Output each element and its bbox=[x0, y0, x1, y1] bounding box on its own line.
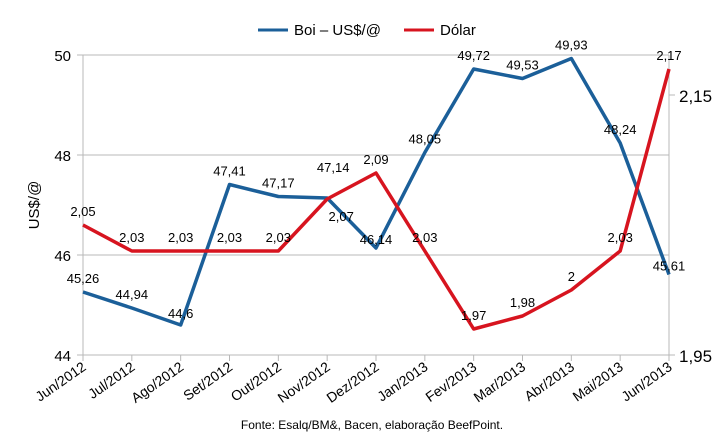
legend-label-dolar: Dólar bbox=[440, 22, 476, 39]
data-label: 44,94 bbox=[116, 287, 149, 302]
data-label: 46,14 bbox=[360, 232, 393, 247]
data-label: 2,03 bbox=[217, 230, 242, 245]
x-tick-label: Out/2012 bbox=[228, 358, 285, 404]
data-label: 48,24 bbox=[604, 122, 637, 137]
y2-tick-label: 2,15 bbox=[679, 87, 712, 106]
data-label: 48,05 bbox=[409, 132, 442, 147]
data-label: 1,97 bbox=[461, 308, 486, 323]
x-tick-label: Set/2012 bbox=[180, 358, 235, 403]
y-axis-label: US$/@ bbox=[26, 181, 43, 230]
legend-label-boi: Boi – US$/@ bbox=[294, 22, 381, 39]
x-tick-label: Jan/2013 bbox=[374, 358, 431, 404]
axes: 444648501,952,15Jun/2012Jul/2012Ago/2012… bbox=[32, 48, 712, 406]
data-label: 47,41 bbox=[213, 164, 246, 179]
data-label: 2,03 bbox=[412, 230, 437, 245]
series-lines bbox=[82, 56, 671, 331]
x-tick-label: Mar/2013 bbox=[471, 358, 529, 405]
data-label: 2,03 bbox=[119, 230, 144, 245]
data-label: 2,07 bbox=[329, 209, 354, 224]
data-label: 49,72 bbox=[457, 48, 490, 63]
data-label: 44,6 bbox=[168, 306, 193, 321]
data-label: 2,03 bbox=[608, 230, 633, 245]
x-tick-label: Fev/2013 bbox=[422, 358, 479, 405]
x-tick-label: Abr/2013 bbox=[521, 358, 577, 404]
data-label: 2 bbox=[568, 269, 575, 284]
y-tick-label: 48 bbox=[54, 148, 71, 165]
data-label: 47,17 bbox=[262, 176, 295, 191]
data-label: 47,14 bbox=[317, 160, 350, 175]
data-label: 49,93 bbox=[555, 38, 588, 53]
y-tick-label: 46 bbox=[54, 248, 71, 265]
data-label: 2,09 bbox=[363, 152, 388, 167]
data-label: 1,98 bbox=[510, 295, 535, 310]
data-label: 45,61 bbox=[653, 259, 686, 274]
x-tick-label: Dez/2012 bbox=[323, 358, 381, 406]
data-label: 45,26 bbox=[67, 271, 100, 286]
y2-tick-label: 1,95 bbox=[679, 347, 712, 366]
data-label: 2,05 bbox=[70, 204, 95, 219]
series-line-dolar bbox=[82, 68, 671, 331]
data-label: 2,17 bbox=[656, 48, 681, 63]
legend: Boi – US$/@ Dólar bbox=[258, 22, 476, 39]
y-tick-label: 44 bbox=[54, 348, 71, 365]
x-tick-label: Jun/2013 bbox=[618, 358, 675, 404]
data-labels: 45,26 44,94 44,6 47,41 47,17 47,14 46,14 48,05 4… bbox=[67, 38, 686, 324]
series-line-boi bbox=[82, 56, 671, 327]
x-tick-label: Nov/2012 bbox=[275, 358, 333, 406]
data-label: 49,53 bbox=[506, 58, 539, 73]
y-tick-label: 50 bbox=[54, 48, 71, 65]
x-tick-label: Mai/2013 bbox=[570, 358, 627, 404]
x-tick-label: Jun/2012 bbox=[32, 358, 89, 404]
data-label: 2,03 bbox=[266, 230, 291, 245]
data-label: 2,03 bbox=[168, 230, 193, 245]
source-note: Fonte: Esalq/BM&, Bacen, elaboração Beef… bbox=[241, 418, 503, 432]
x-tick-label: Ago/2012 bbox=[128, 358, 186, 406]
